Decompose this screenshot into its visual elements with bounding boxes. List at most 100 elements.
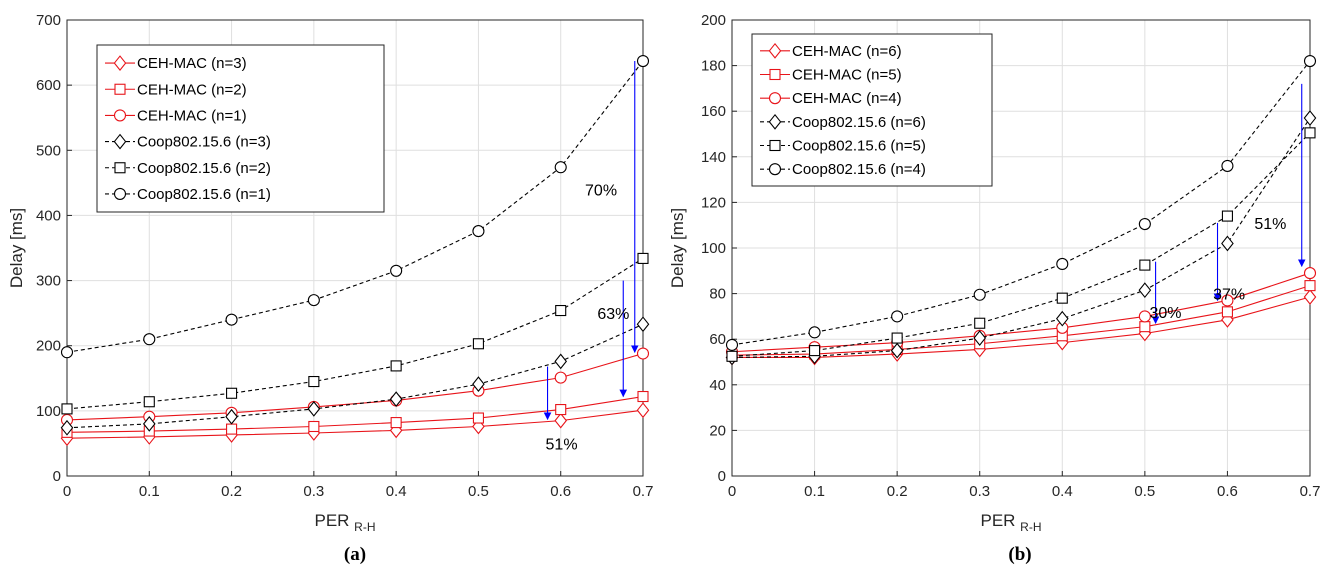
legend-label: Coop802.15.6 (n=3) xyxy=(137,134,271,151)
legend-marker xyxy=(768,113,782,130)
series-line xyxy=(731,285,1311,356)
data-point xyxy=(891,332,903,344)
y-tick-label: 200 xyxy=(701,12,726,29)
data-point xyxy=(390,417,402,429)
x-tick-label: 0.5 xyxy=(468,483,489,500)
x-tick-label: 0.2 xyxy=(221,483,242,500)
data-point xyxy=(1138,310,1151,323)
data-point xyxy=(61,403,73,415)
x-tick-label: 0 xyxy=(63,483,71,500)
data-point xyxy=(226,423,238,435)
legend-marker xyxy=(113,133,127,150)
data-point xyxy=(472,338,484,350)
legend-label: Coop802.15.6 (n=6) xyxy=(792,114,926,131)
data-point xyxy=(1303,267,1317,280)
data-point xyxy=(307,401,321,417)
chart-caption: (a) xyxy=(344,544,366,565)
data-point xyxy=(1139,259,1151,271)
y-tick-label: 120 xyxy=(701,194,726,211)
x-tick-label: 0.6 xyxy=(550,483,571,500)
y-tick-label: 300 xyxy=(36,273,61,290)
data-point xyxy=(472,376,485,393)
data-point xyxy=(726,350,738,362)
legend-box xyxy=(96,44,385,213)
annotation-label: 37% xyxy=(1213,287,1245,304)
data-point xyxy=(1055,310,1069,327)
data-point xyxy=(1221,159,1234,172)
x-tick-label: 0.1 xyxy=(139,483,160,500)
series-line xyxy=(66,257,644,410)
legend-box xyxy=(751,33,993,187)
y-tick-label: 100 xyxy=(36,403,61,420)
data-point xyxy=(636,316,650,333)
data-point xyxy=(226,387,238,399)
legend-marker xyxy=(114,162,126,174)
legend-label: CEH-MAC (n=4) xyxy=(792,90,902,107)
data-point xyxy=(1304,280,1316,292)
data-point xyxy=(1139,321,1151,333)
x-tick-label: 0.4 xyxy=(1052,483,1073,500)
data-point xyxy=(1221,294,1234,307)
data-point xyxy=(636,402,650,419)
data-point xyxy=(555,304,567,317)
data-point xyxy=(472,225,485,238)
series-line xyxy=(731,272,1311,353)
data-point xyxy=(1303,54,1317,68)
data-point xyxy=(308,375,320,388)
data-point xyxy=(636,54,650,68)
data-point xyxy=(1221,306,1233,318)
chart-caption: (b) xyxy=(1008,544,1031,565)
y-tick-label: 180 xyxy=(701,58,726,75)
axes-box xyxy=(731,19,1311,477)
data-point xyxy=(390,264,403,277)
data-point xyxy=(225,408,238,425)
y-tick-label: 700 xyxy=(36,12,61,29)
data-point xyxy=(891,310,904,323)
legend-marker xyxy=(768,42,782,59)
data-point xyxy=(808,326,821,339)
data-point xyxy=(307,294,320,307)
data-point xyxy=(555,404,567,416)
data-point xyxy=(973,330,987,346)
series-line xyxy=(732,296,1311,358)
y-tick-label: 160 xyxy=(701,103,726,120)
legend-label: CEH-MAC (n=6) xyxy=(792,43,902,60)
series-line xyxy=(731,60,1311,346)
y-tick-label: 500 xyxy=(36,142,61,159)
x-tick-label: 0.7 xyxy=(633,483,654,500)
data-point xyxy=(1221,210,1233,222)
legend-marker xyxy=(113,187,127,200)
chart-b: 0 0.1 0.2 0.3 0.4 0.5 0.6 0.7 0 20 40 60 80 100 120 140… xyxy=(668,12,1320,565)
y-tick-label: 80 xyxy=(709,286,726,303)
series-line xyxy=(731,117,1311,358)
data-point xyxy=(142,416,156,432)
legend-label: Coop802.15.6 (n=1) xyxy=(137,186,271,203)
y-axis-label: Delay [ms] xyxy=(668,208,687,288)
data-point xyxy=(1138,218,1151,231)
legend-label: CEH-MAC (n=1) xyxy=(137,107,247,124)
y-tick-label: 400 xyxy=(36,207,61,224)
data-point xyxy=(637,252,649,264)
legend: CEH-MAC (n=6) CEH-MAC (n=5) CEH-MAC (n=4) C… xyxy=(751,33,993,187)
y-tick-label: 40 xyxy=(709,377,726,394)
x-tick-label: 0.3 xyxy=(303,483,324,500)
legend-label: CEH-MAC (n=3) xyxy=(137,55,247,72)
x-tick-label: 0.3 xyxy=(969,483,990,500)
data-point xyxy=(1304,127,1316,139)
data-point xyxy=(143,396,155,408)
data-point xyxy=(974,317,986,329)
data-point xyxy=(973,288,986,301)
y-tick-label: 0 xyxy=(53,468,61,485)
data-point xyxy=(725,338,739,351)
y-tick-label: 200 xyxy=(36,338,61,355)
legend-marker xyxy=(113,109,127,122)
data-point xyxy=(60,346,74,359)
data-point xyxy=(554,353,568,370)
y-tick-label: 600 xyxy=(36,77,61,94)
data-point xyxy=(554,161,567,174)
chart-a: 0 0.1 0.2 0.3 0.4 0.5 0.6 0.7 0 100 200 300 400 500 60… xyxy=(7,12,653,565)
data-point xyxy=(1138,282,1152,299)
data-point xyxy=(554,371,567,384)
legend-marker xyxy=(768,163,782,176)
